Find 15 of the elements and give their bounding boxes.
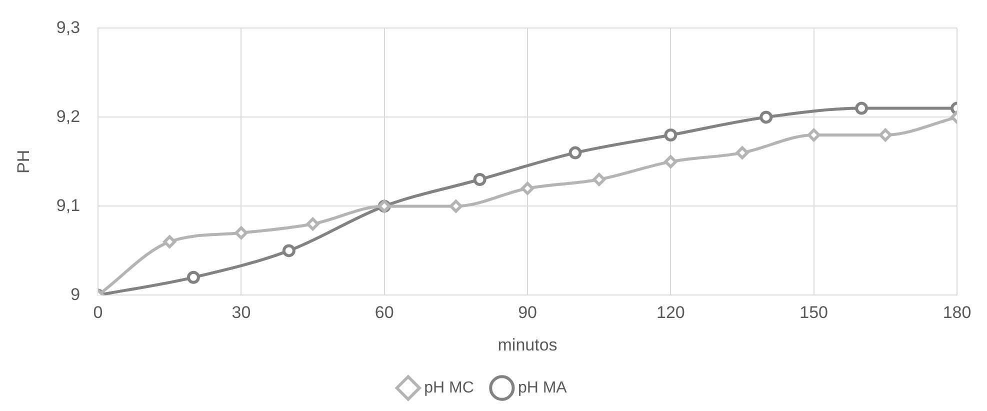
y-tick-label: 9,1 [56, 196, 80, 215]
y-axis-title: PH [14, 150, 33, 174]
x-tick-label: 120 [656, 303, 685, 322]
x-tick-label: 90 [518, 303, 537, 322]
x-tick-label: 30 [232, 303, 251, 322]
legend-label: pH MC [424, 379, 474, 396]
y-tick-label: 9 [70, 284, 80, 304]
y-tick-label: 9,3 [56, 18, 80, 37]
x-tick-label: 0 [93, 303, 103, 322]
x-axis-title: minutos [498, 335, 558, 354]
x-tick-label: 60 [374, 303, 394, 322]
x-tick-label: 150 [800, 303, 828, 322]
x-tick-label: 180 [942, 303, 972, 322]
y-tick-label: 9,2 [56, 106, 80, 126]
legend-label: pH MA [518, 379, 568, 396]
